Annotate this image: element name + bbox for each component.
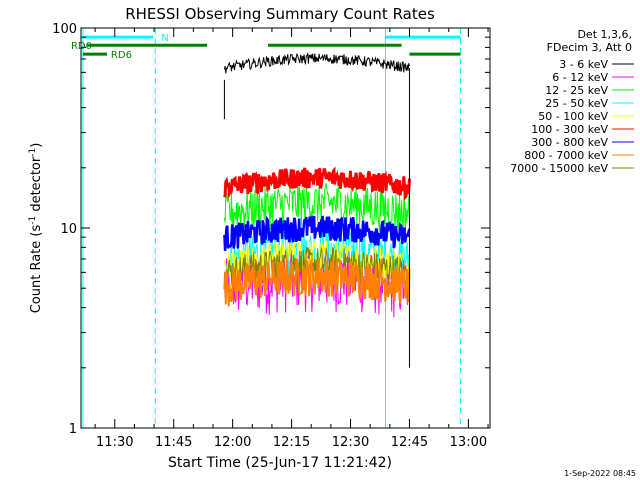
x-tick-label: 12:00 xyxy=(214,435,251,450)
legend-entry-label: 3 - 6 keV xyxy=(559,58,608,71)
legend-header-line: FDecim 3, Att 0 xyxy=(547,41,632,54)
x-tick-label: 12:15 xyxy=(273,435,310,450)
series-trace xyxy=(223,183,410,235)
axes-layer: 1 10 100 11:30 11:45 12:00 12:15 12:30 12:45 13:0… xyxy=(52,22,491,450)
legend-entry-label: 50 - 100 keV xyxy=(538,110,608,123)
chart-title: RHESSI Observing Summary Count Rates xyxy=(125,5,435,23)
date-stamp: 1-Sep-2022 08:45 xyxy=(564,469,636,478)
legend-header: Det 1,3,6, FDecim 3, Att 0 xyxy=(547,28,632,54)
legend-entry-label: 800 - 7000 keV xyxy=(524,149,608,162)
y-tick-label: 100 xyxy=(52,22,77,37)
y-axis-label: Count Rate (s-1 detector-1) xyxy=(28,143,44,314)
x-axis-label: Start Time (25-Jun-17 11:21:42) xyxy=(168,455,392,471)
series-trace xyxy=(223,52,410,74)
x-tick-label: 13:00 xyxy=(450,435,487,450)
legend-entry-label: 7000 - 15000 keV xyxy=(510,162,608,175)
x-tick-label: 12:45 xyxy=(391,435,428,450)
legend-entry-label: 12 - 25 keV xyxy=(545,84,608,97)
state-bar-label: N xyxy=(161,33,168,44)
legend-header-line: Det 1,3,6, xyxy=(577,28,632,41)
legend-entry-label: 6 - 12 keV xyxy=(552,71,608,84)
x-tick-label: 11:45 xyxy=(155,435,192,450)
x-tick-label: 11:30 xyxy=(96,435,133,450)
y-tick-label: 1 xyxy=(69,422,77,437)
series-trace xyxy=(223,215,411,251)
legend-entry-label: 25 - 50 keV xyxy=(545,97,608,110)
series-trace xyxy=(223,258,411,306)
legend-entry-label: 100 - 300 keV xyxy=(531,123,608,136)
x-tick-label: 12:30 xyxy=(332,435,369,450)
y-tick-label: 10 xyxy=(60,222,77,237)
state-bar-label: RD6 xyxy=(111,50,132,61)
legend-entry-label: 300 - 800 keV xyxy=(531,136,608,149)
series-trace xyxy=(223,166,411,201)
series-trace xyxy=(223,231,410,281)
